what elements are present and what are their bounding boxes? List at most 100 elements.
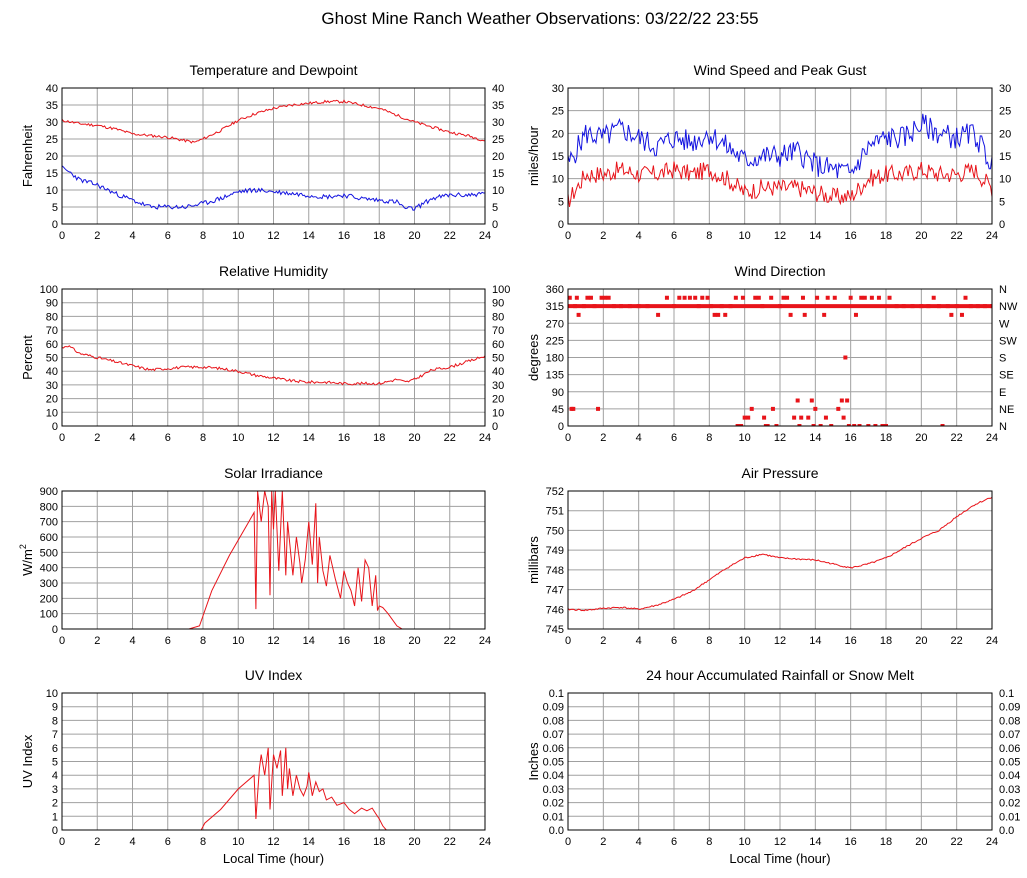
direction-point [843, 355, 848, 360]
solar-frame [61, 490, 486, 630]
uv-ylabel: UV Index [20, 734, 35, 788]
humidity-plot-area [62, 345, 485, 386]
x-tick-label: 12 [774, 230, 786, 242]
y-tick-label: 1 [52, 811, 58, 823]
direction-point [937, 304, 941, 309]
y-tick-label: 5 [558, 196, 564, 208]
direction-point [806, 415, 811, 420]
direction-point [627, 304, 632, 309]
x-tick-label: 18 [373, 432, 385, 444]
y-tick-label: 25 [552, 106, 564, 118]
direction-point [677, 295, 682, 300]
x-tick-label: 6 [671, 230, 677, 242]
right-tick-label: W [999, 318, 1010, 330]
x-tick-label: 20 [408, 432, 420, 444]
direction-point [919, 304, 924, 309]
direction-point [682, 295, 687, 300]
x-tick-label: 6 [671, 635, 677, 647]
right-tick-label: 0.03 [999, 784, 1020, 796]
x-tick-label: 12 [267, 432, 279, 444]
direction-point [568, 295, 572, 300]
y-tick-label: 100 [40, 284, 58, 296]
y-tick-label: 0.08 [543, 715, 564, 727]
y-tick-label: 300 [40, 578, 58, 590]
x-tick-label: 20 [408, 635, 420, 647]
x-tick-label: 14 [809, 230, 821, 242]
x-tick-label: 0 [565, 836, 571, 848]
right-tick-label: 0 [492, 421, 498, 433]
y-tick-label: 270 [546, 318, 564, 330]
y-tick-label: 30 [46, 117, 58, 129]
x-tick-label: 24 [986, 432, 998, 444]
right-tick-label: 5 [492, 202, 498, 214]
direction-point [574, 295, 579, 300]
x-tick-label: 22 [951, 230, 963, 242]
direction-point [845, 398, 850, 403]
right-tick-label: 0.04 [999, 770, 1020, 782]
direction-point [832, 295, 837, 300]
x-tick-label: 20 [915, 432, 927, 444]
x-tick-label: 6 [165, 635, 171, 647]
direction-point [954, 304, 959, 309]
x-tick-label: 2 [600, 230, 606, 242]
x-tick-label: 22 [951, 432, 963, 444]
x-tick-label: 0 [565, 635, 571, 647]
direction-point [735, 424, 740, 426]
direction-point [815, 295, 820, 300]
chart-rainfall: 24 hour Accumulated Rainfall or Snow Mel… [526, 667, 1020, 866]
y-tick-label: 0.0 [549, 825, 564, 837]
direction-point [968, 304, 973, 309]
y-tick-label: 50 [46, 353, 58, 365]
x-tick-label: 18 [880, 432, 892, 444]
direction-point [795, 398, 800, 403]
x-tick-label: 4 [636, 230, 642, 242]
x-tick-label: 6 [165, 230, 171, 242]
direction-point [596, 406, 601, 411]
x-tick-label: 22 [951, 836, 963, 848]
x-tick-label: 10 [232, 836, 244, 848]
direction-point [848, 295, 853, 300]
x-tick-label: 0 [565, 230, 571, 242]
y-tick-label: 0 [52, 825, 58, 837]
direction-point [940, 424, 945, 426]
wind-speed-ylabel: miles/hour [526, 125, 541, 186]
x-tick-label: 18 [373, 635, 385, 647]
x-tick-label: 4 [129, 836, 135, 848]
y-tick-label: 500 [40, 547, 58, 559]
y-tick-label: 200 [40, 593, 58, 605]
x-tick-label: 14 [303, 836, 315, 848]
direction-point [945, 304, 950, 309]
direction-point [869, 295, 874, 300]
ylabel-superscript: 2 [18, 544, 28, 549]
x-tick-label: 16 [845, 836, 857, 848]
direction-point [746, 415, 751, 420]
temperature-title: Temperature and Dewpoint [189, 62, 357, 78]
temperature-series-dewpoint [62, 165, 485, 211]
direction-point [873, 424, 878, 426]
y-tick-label: 0 [52, 219, 58, 231]
direction-point [664, 295, 669, 300]
right-tick-label: 5 [999, 196, 1005, 208]
uv-title: UV Index [245, 667, 303, 683]
direction-point [818, 424, 823, 426]
y-tick-label: 5 [52, 757, 58, 769]
x-tick-label: 12 [774, 836, 786, 848]
direction-point [800, 295, 805, 300]
y-tick-label: 752 [546, 486, 564, 498]
direction-point [716, 312, 721, 317]
rainfall-xlabel: Local Time (hour) [729, 851, 830, 866]
wind-speed-series-peak-gust [568, 113, 992, 179]
direction-point [910, 304, 915, 309]
x-tick-label: 22 [444, 635, 456, 647]
direction-point [809, 398, 814, 403]
right-tick-label: 50 [492, 353, 504, 365]
y-tick-label: 20 [46, 151, 58, 163]
wind-speed-title: Wind Speed and Peak Gust [694, 62, 867, 78]
direction-point [825, 295, 830, 300]
y-tick-label: 30 [552, 83, 564, 95]
direction-point [769, 295, 774, 300]
direction-point [619, 304, 623, 309]
direction-point [765, 424, 770, 426]
wind-direction-plot-area [568, 295, 992, 426]
